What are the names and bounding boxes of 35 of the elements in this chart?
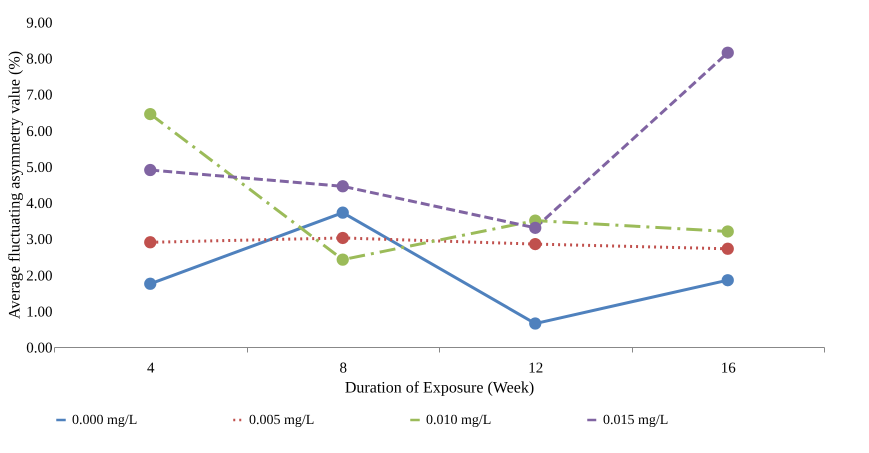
point: [722, 225, 734, 238]
y-tick-label: 1.00: [26, 304, 52, 320]
point: [529, 317, 542, 330]
x-axis-title: Duration of Exposure (Week): [344, 380, 534, 396]
x-tick-label: 4: [147, 360, 155, 376]
point: [336, 232, 349, 244]
point: [336, 206, 349, 219]
point: [336, 180, 349, 192]
y-tick-label: 8.00: [26, 52, 52, 68]
point: [529, 238, 542, 250]
legend-label: 0.000 mg/L: [72, 413, 138, 428]
y-tick-label: 2.00: [26, 268, 52, 284]
point: [722, 46, 734, 59]
y-tick-label: 0.00: [26, 340, 52, 356]
point: [722, 242, 734, 255]
x-tick-label: 8: [340, 360, 347, 376]
y-axis-title: Average fluctuating asymmetry value (%): [6, 50, 24, 320]
y-tick-label: 7.00: [26, 88, 52, 104]
legend-label: 0.005 mg/L: [249, 413, 314, 428]
x-tick-label: 12: [528, 360, 544, 376]
point: [144, 278, 156, 290]
point: [722, 274, 734, 286]
x-tick-label: 16: [720, 360, 736, 376]
y-tick-label: 6.00: [26, 124, 52, 140]
y-tick-label: 4.00: [26, 196, 52, 212]
y-tick-label: 9.00: [26, 16, 52, 32]
point: [144, 108, 156, 120]
point: [144, 164, 156, 176]
legend-label: 0.010 mg/L: [426, 413, 492, 428]
y-tick-label: 5.00: [26, 160, 52, 176]
y-tick-label: 3.00: [26, 232, 52, 248]
point: [529, 222, 542, 234]
legend-label: 0.015 mg/L: [603, 413, 668, 428]
point: [144, 236, 156, 248]
point: [336, 254, 349, 266]
